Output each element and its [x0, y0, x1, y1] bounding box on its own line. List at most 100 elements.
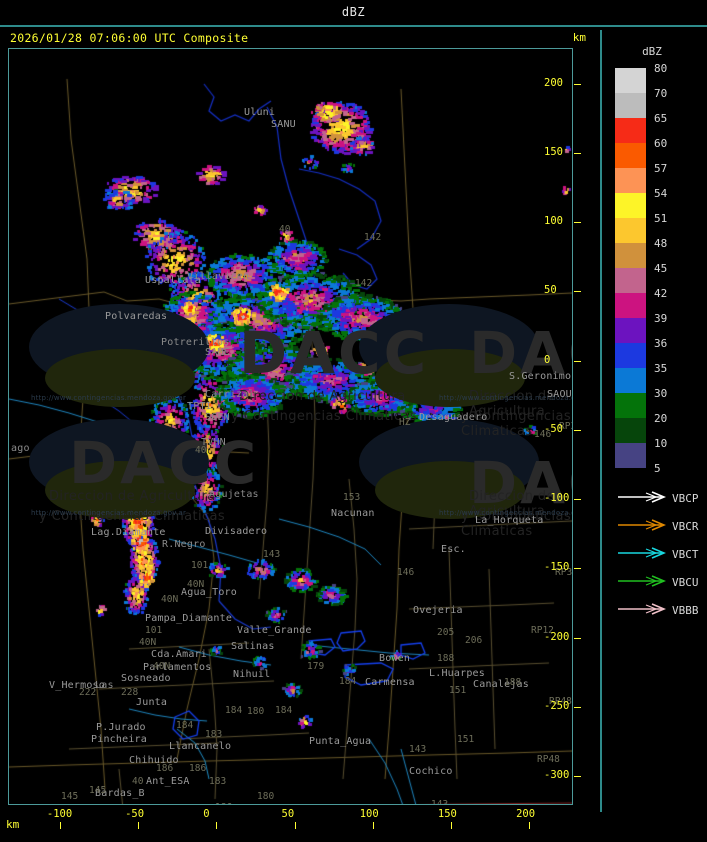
route-number-label: 146 — [534, 429, 552, 440]
x-axis-tick-label: -50 — [125, 808, 145, 820]
place-label: SGEN — [205, 412, 230, 423]
place-label: Sosneado — [121, 673, 171, 684]
place-label: Valle_Grande — [237, 625, 312, 636]
route-number-label: 184 — [176, 720, 194, 731]
route-number-label: 101 — [191, 560, 209, 571]
lens-flare-artifact — [375, 461, 525, 519]
colorbar-swatch — [615, 93, 646, 118]
y-axis-tick-label: -50 — [544, 422, 563, 435]
y-axis-tick-label: 200 — [544, 76, 563, 89]
x-axis-tick-label: 100 — [359, 808, 379, 820]
y-axis-tick-label: 150 — [544, 145, 563, 158]
place-label: L.Huarpes — [429, 668, 485, 679]
y-axis-tick-mark — [574, 222, 581, 224]
y-axis-tick-mark — [574, 776, 581, 778]
place-label: Las — [95, 680, 114, 691]
y-axis-tick-label: -200 — [544, 630, 570, 643]
route-number-label: 40 — [132, 776, 144, 787]
colorbar-swatch — [615, 143, 646, 168]
place-label: Divisadero — [205, 526, 268, 537]
x-axis-tick-mark — [450, 822, 452, 829]
x-axis-tick-mark — [138, 822, 140, 829]
route-number-label: 143 — [431, 799, 449, 805]
y-axis-tick-label: 50 — [544, 284, 557, 297]
colorbar-swatch — [615, 168, 646, 193]
route-number-label: HZ — [399, 417, 411, 428]
place-label: Ant_ESA — [146, 776, 190, 787]
place-label: TPTI — [187, 401, 212, 412]
colorbar-level-label: 65 — [654, 112, 668, 125]
route-number-label: 184 — [225, 705, 243, 716]
radar-map-frame[interactable]: DACCDACCDACCDACCDireccion de Agricultura… — [8, 48, 573, 805]
wind-arrow-icon — [618, 547, 666, 559]
x-axis-unit-label: km — [6, 818, 20, 831]
route-number-label: 186 — [215, 802, 232, 804]
y-axis-tick-label: -150 — [544, 561, 570, 574]
route-number-label: 153 — [343, 492, 361, 503]
colorbar-level-label: 48 — [654, 237, 668, 250]
route-number-label: 228 — [121, 687, 139, 698]
route-number-label: 205 — [437, 627, 455, 638]
route-number-label: 40N — [153, 661, 171, 672]
place-label: P.Jurado — [96, 722, 146, 733]
colorbar-swatch — [615, 218, 646, 243]
colorbar-level-label: 30 — [654, 387, 668, 400]
colorbar-swatch — [615, 268, 646, 293]
place-label: Pincheira — [91, 734, 147, 745]
colorbar-level-label: 39 — [654, 312, 668, 325]
place-label: Ovejeria — [413, 605, 463, 616]
x-axis-tick-label: 50 — [281, 808, 295, 820]
vector-legend-label: VBCU — [672, 576, 699, 589]
colorbar-panel: dBZ 80 70 65 60 57 54 51 48 45 42 39 36 35 30 20 10 5 VB… — [600, 30, 707, 812]
colorbar-swatch — [615, 368, 646, 393]
route-number-label: 145 — [89, 785, 107, 796]
route-number-label: 206 — [465, 635, 483, 646]
x-axis-tick-mark — [294, 822, 296, 829]
route-number-label: RP3 — [559, 421, 572, 432]
route-number-label: 222 — [79, 687, 97, 698]
x-axis-tick-label: -100 — [46, 808, 73, 820]
vector-legend-row: VBCP — [610, 485, 707, 513]
colorbar-swatch — [615, 193, 646, 218]
timestamp-label: 2026/01/28 07:06:00 UTC Composite — [10, 31, 249, 45]
place-label: Desaguadero — [419, 412, 488, 423]
x-axis: -100 -50 0 50 100 150 200 — [8, 808, 594, 838]
x-axis-tick-label: 0 — [203, 808, 210, 820]
y-axis-tick-label: 100 — [544, 215, 563, 228]
place-label: Nihuil — [233, 669, 271, 680]
colorbar-level-label: 20 — [654, 412, 668, 425]
route-number-label: 40N — [161, 594, 179, 605]
window-titlebar: dBZ — [0, 0, 707, 27]
route-number-label: 143 — [409, 744, 427, 755]
route-number-label: 180 — [257, 791, 275, 802]
place-label: Pampa_Diamante — [145, 613, 233, 624]
colorbar-level-label: 57 — [654, 162, 668, 175]
x-axis-tick-mark — [216, 822, 218, 829]
vector-legend-row: VBCR — [610, 513, 707, 541]
place-label: Carrizal — [205, 389, 255, 400]
wind-arrow-icon — [618, 603, 666, 615]
x-axis-tick-mark — [529, 822, 531, 829]
place-label: Villavicen — [187, 271, 250, 282]
route-number-label: RP12 — [531, 625, 554, 636]
colorbar-level-label: 54 — [654, 187, 668, 200]
y-axis-tick-mark — [574, 360, 581, 362]
map-panel: 2026/01/28 07:06:00 UTC Composite km DAC… — [4, 30, 590, 829]
vector-legend-row: VBCT — [610, 541, 707, 569]
route-number-label: 142 — [355, 278, 373, 289]
route-number-label: 143 — [263, 549, 281, 560]
route-number-label: 184 — [339, 676, 357, 687]
x-axis-tick-mark — [59, 822, 61, 829]
colorbar-swatch — [615, 418, 646, 443]
place-label: Parlamentos — [143, 662, 212, 673]
place-label: Uluni — [244, 107, 276, 118]
place-label: Lag.Diamante — [91, 527, 166, 538]
route-number-label: 145 — [61, 791, 79, 802]
y-axis-tick-label: 0 — [544, 353, 551, 366]
route-number-label: 188 — [504, 677, 522, 688]
y-axis-tick-mark — [574, 291, 581, 293]
x-axis-tick-label: 200 — [516, 808, 536, 820]
colorbar-level-label: 36 — [654, 337, 668, 350]
colorbar-title: dBZ — [642, 45, 662, 58]
